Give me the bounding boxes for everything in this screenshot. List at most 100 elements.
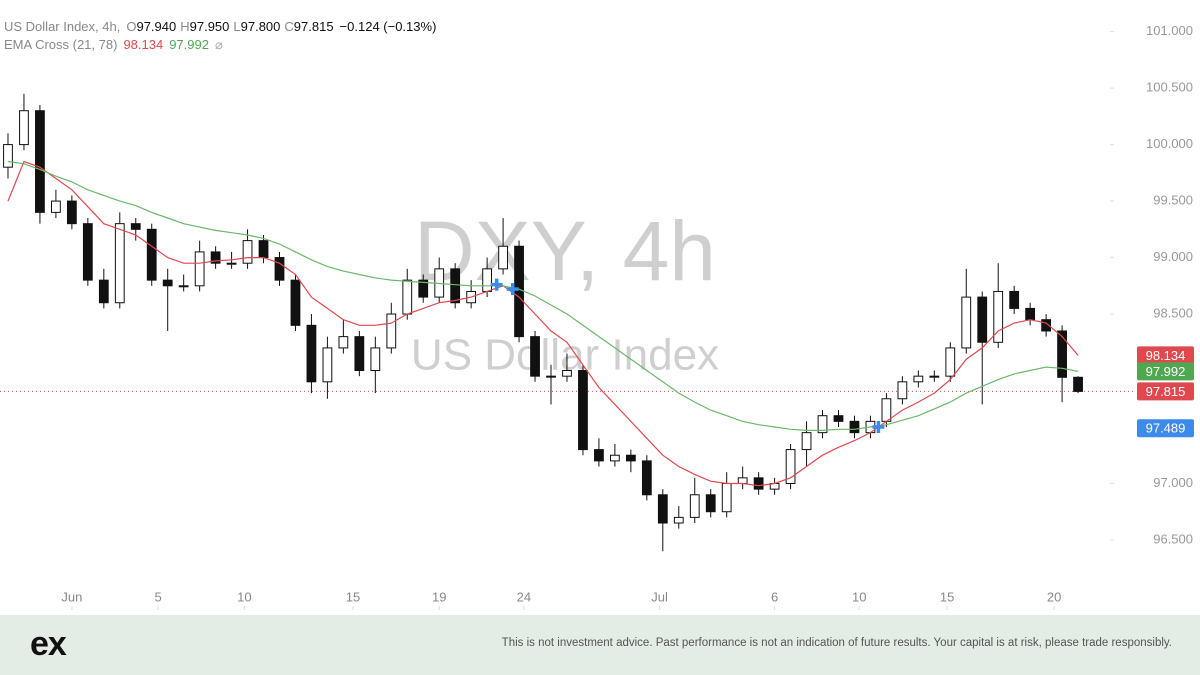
candle-body: [162, 279, 173, 287]
x-tick-label: 5: [154, 589, 161, 604]
x-tick-label: 15: [346, 589, 360, 604]
candle-body: [673, 516, 684, 524]
cross-marker: [490, 278, 503, 291]
candle-body: [322, 347, 333, 383]
candle-body: [1025, 307, 1036, 321]
candle-body: [594, 449, 604, 462]
candle-body: [625, 454, 636, 462]
candle-body: [817, 415, 828, 434]
indicator-name: EMA Cross (21, 78): [4, 37, 117, 52]
candle-body: [226, 262, 237, 265]
candle-body: [418, 279, 429, 298]
candle-body: [498, 245, 508, 270]
y-tick-label: 98.500: [1153, 305, 1193, 320]
y-tick-label: 99.000: [1153, 249, 1193, 264]
indicator-icon: ⌀: [215, 37, 223, 52]
watermark-symbol: DXY, 4h: [414, 204, 716, 298]
y-tick-label: 99.500: [1153, 193, 1193, 208]
candle-body: [945, 347, 956, 377]
l-label: L: [233, 19, 240, 34]
candle-body: [306, 324, 317, 383]
candle-body: [913, 375, 924, 383]
y-tick-label: 100.500: [1146, 80, 1193, 95]
candle-body: [737, 477, 748, 484]
candle-body: [929, 375, 940, 378]
candle-body: [881, 398, 892, 422]
candle-body: [19, 110, 29, 146]
candle-body: [3, 144, 13, 168]
low: 97.800: [241, 19, 281, 34]
y-tick-label: 100.000: [1146, 136, 1193, 151]
logo: ex: [30, 625, 67, 663]
footer: ex This is not investment advice. Past p…: [0, 615, 1200, 675]
candle-body: [482, 268, 493, 292]
candle-body: [530, 336, 540, 377]
y-tick-label: 96.500: [1153, 531, 1193, 546]
indicator-legend: EMA Cross (21, 78) 98.134 97.992 ⌀: [4, 37, 223, 52]
open: 97.940: [136, 19, 176, 34]
close: 97.815: [294, 19, 334, 34]
cross-marker: [872, 421, 885, 433]
candle-body: [51, 200, 61, 213]
price-label-box: [1137, 346, 1194, 365]
candle-body: [1009, 290, 1020, 309]
candle-body: [82, 223, 93, 281]
candle-body: [114, 223, 125, 304]
x-tick-label: 24: [517, 589, 531, 604]
x-tick-label: 15: [940, 589, 954, 604]
ema-fast-value: 98.134: [123, 37, 163, 52]
h-label: H: [180, 19, 189, 34]
ema-line: [7, 160, 1079, 431]
candle-body: [641, 460, 652, 496]
candle-body: [578, 370, 588, 451]
candle-body: [386, 313, 397, 349]
disclaimer: This is not investment advice. Past perf…: [501, 637, 1172, 649]
price-label: 98.134: [1146, 348, 1186, 363]
ema-slow-value: 97.992: [169, 37, 209, 52]
change: −0.124 (−0.13%): [340, 19, 437, 34]
candle-body: [1041, 319, 1052, 332]
candle-body: [194, 251, 205, 287]
candle-body: [210, 251, 221, 264]
x-tick-label: 10: [852, 589, 866, 604]
candle-body: [1073, 376, 1083, 392]
candle-body: [897, 381, 908, 400]
candle-body: [993, 290, 1004, 343]
candle-body: [66, 200, 77, 225]
x-tick-label: 20: [1047, 589, 1061, 604]
candle-body: [274, 257, 285, 281]
x-tick-label: Jun: [61, 589, 82, 604]
title: US Dollar Index, 4h,: [4, 19, 120, 34]
candle-body: [610, 454, 620, 462]
price-label-box: [1137, 419, 1194, 438]
candle-body: [338, 336, 349, 349]
candle-body: [258, 240, 269, 259]
x-tick-label: Jul: [651, 589, 668, 604]
o-label: O: [126, 19, 136, 34]
price-label: 97.815: [1146, 384, 1186, 399]
candle-body: [98, 279, 109, 304]
candle-body: [146, 228, 157, 281]
candle-body: [961, 296, 972, 349]
candle-body: [546, 375, 556, 378]
cross-marker: [506, 283, 519, 296]
candle-body: [833, 415, 844, 422]
x-tick-label: 6: [771, 589, 778, 604]
ema-line: [7, 160, 1079, 487]
candle-body: [849, 420, 860, 434]
price-label-box: [1137, 362, 1194, 381]
candle-body: [242, 240, 253, 264]
candle-body: [657, 494, 668, 524]
candle-body: [977, 296, 988, 343]
candle-body: [1057, 330, 1067, 378]
candle-body: [689, 494, 700, 518]
candle-body: [562, 370, 572, 377]
plot: 96.500 97.000 98.500 99.000 99.500 100.000 100…: [0, 23, 1194, 610]
candle-body: [402, 279, 413, 315]
price-label-box: [1137, 382, 1194, 401]
y-tick-label: 97.000: [1153, 475, 1193, 490]
candle-body: [290, 279, 301, 326]
high: 97.950: [190, 19, 230, 34]
y-tick-label: 101.000: [1146, 23, 1193, 38]
